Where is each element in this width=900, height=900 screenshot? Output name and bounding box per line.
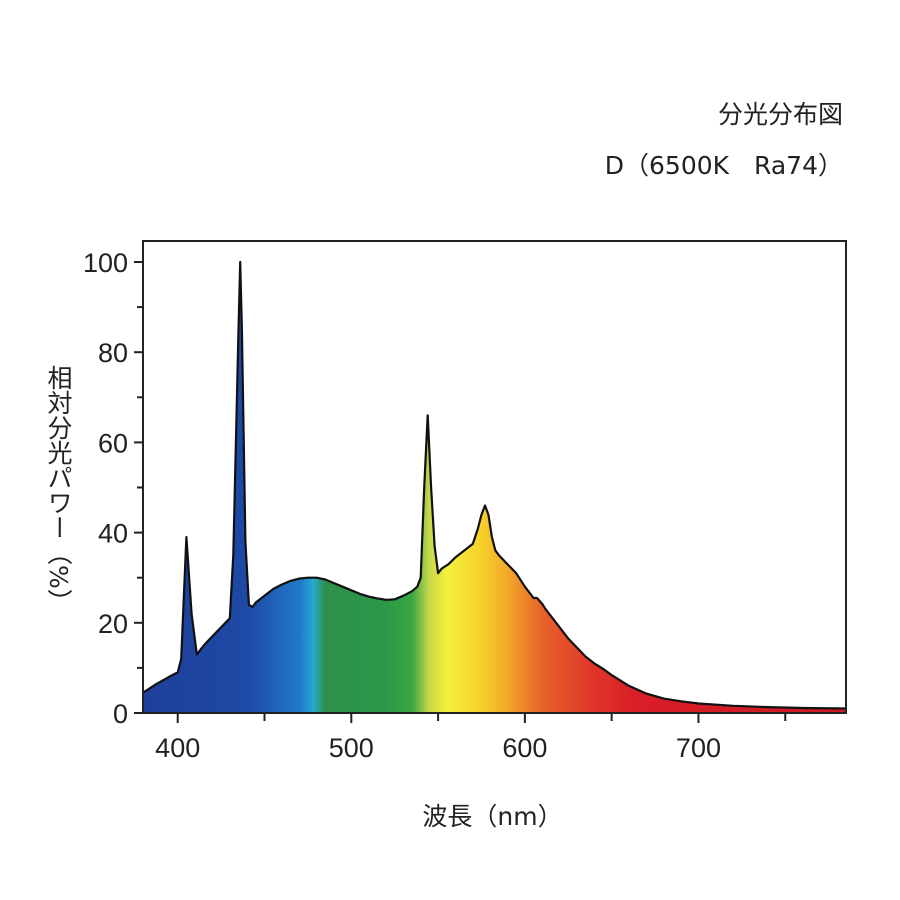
spectrum-line	[142, 260, 847, 710]
x-tick-label: 500	[329, 733, 374, 763]
y-tick-label: 60	[98, 428, 128, 458]
y-tick-label: 100	[83, 248, 128, 278]
x-tick-label: 600	[502, 733, 547, 763]
spectrum-area	[143, 262, 846, 713]
x-tick-label: 400	[155, 733, 200, 763]
y-tick-label: 20	[98, 609, 128, 639]
chart-subtitle: D（6500K Ra74）	[604, 151, 843, 180]
x-tick-label: 700	[676, 733, 721, 763]
plot-frame	[142, 240, 847, 714]
y-tick-label: 80	[98, 338, 128, 368]
y-tick-label: 0	[113, 699, 128, 729]
y-tick-label: 40	[98, 519, 128, 549]
x-axis-label: 波長（nm）	[422, 802, 563, 831]
y-axis-label: 相対分光パワー（%）	[44, 365, 73, 614]
chart-title: 分光分布図	[717, 100, 843, 129]
